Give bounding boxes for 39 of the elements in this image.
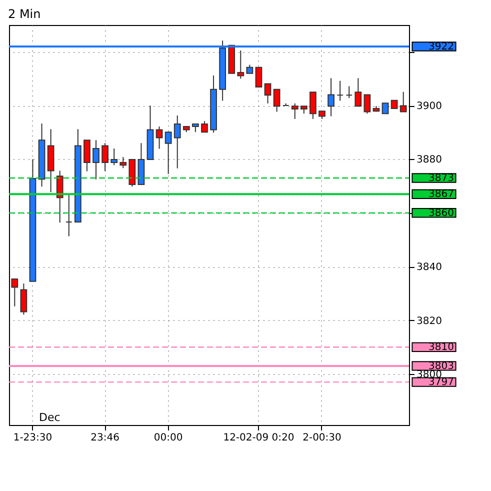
candlestick <box>273 88 280 112</box>
chart-title: 2 Min <box>8 7 41 21</box>
candlestick <box>237 50 244 80</box>
candlestick <box>92 140 100 180</box>
candlestick <box>102 142 108 172</box>
x-tick-label: 23:46 <box>90 432 120 444</box>
candlestick <box>174 114 181 169</box>
candlestick <box>346 86 353 99</box>
x-tick-label: 2-00:30 <box>302 432 342 444</box>
ref-line-label: 3810 <box>428 342 454 354</box>
y-tick-label: 3880 <box>416 154 442 166</box>
annotation: Dec <box>39 411 60 424</box>
candlestick <box>201 120 208 133</box>
candlestick <box>120 156 127 169</box>
candlestick <box>110 148 118 166</box>
y-tick-label: 3900 <box>416 101 442 112</box>
candlestick <box>364 94 371 114</box>
candlestick <box>164 132 172 174</box>
candlestick <box>156 126 163 150</box>
x-tick-label: 12-02-09 0:20 <box>223 432 294 444</box>
candlestick <box>255 66 262 88</box>
x-tick-label: 00:00 <box>154 432 183 444</box>
candlestick <box>84 140 90 172</box>
candlestick <box>328 78 334 117</box>
candlestick <box>291 102 298 120</box>
candlestick <box>336 80 344 102</box>
candlestick <box>382 102 389 114</box>
y-tick-label: 3840 <box>416 262 442 274</box>
candlestick <box>310 92 316 120</box>
candlestick <box>20 283 28 316</box>
candlestick <box>264 83 272 104</box>
candlestick <box>65 194 72 237</box>
candlestick <box>354 78 362 107</box>
candlestick <box>11 278 18 307</box>
x-tick-label: 1-23:30 <box>13 432 52 444</box>
y-tick-label: 3820 <box>416 316 442 327</box>
candlestick <box>56 170 64 224</box>
candlestick <box>400 91 407 112</box>
ref-line-label: 3797 <box>428 377 454 388</box>
